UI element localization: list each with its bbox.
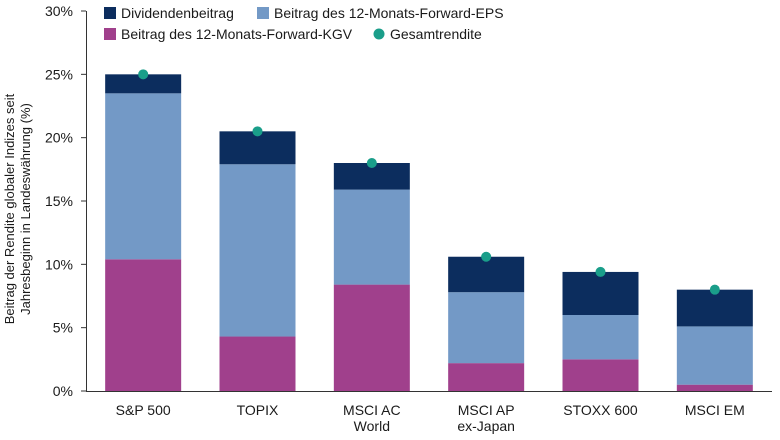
bar-dividend (562, 271, 639, 315)
y-axis-title: Beitrag der Rendite globaler Indizes sei… (2, 93, 33, 324)
bar-eps (562, 315, 639, 360)
x-category-label: ex-Japan (457, 418, 515, 434)
y-axis-title-line: Beitrag der Rendite globaler Indizes sei… (2, 93, 17, 324)
legend-marker-dividend (104, 7, 116, 19)
y-tick-label: 10% (45, 256, 73, 272)
y-tick-label: 20% (45, 130, 73, 146)
x-category-label: STOXX 600 (563, 402, 638, 418)
legend-marker-eps (257, 7, 269, 19)
y-tick-label: 25% (45, 66, 73, 82)
x-category-label: MSCI AC (343, 402, 401, 418)
y-tick-label: 5% (53, 320, 73, 336)
bar-eps (676, 326, 753, 385)
bar-pe (448, 363, 525, 391)
x-category-label: TOPIX (237, 402, 279, 418)
y-axis-title-line: Jahresbeginn in Landeswährung (%) (18, 103, 33, 315)
legend-label: Gesamtrendite (390, 26, 482, 42)
bar-pe (333, 284, 410, 391)
bar-eps (105, 93, 182, 260)
total-return-point (595, 266, 606, 277)
total-return-point (481, 251, 492, 262)
x-category-label: MSCI EM (685, 402, 745, 418)
legend-label: Beitrag des 12-Monats-Forward-EPS (274, 5, 504, 21)
bar-pe (676, 384, 753, 391)
bar-pe (562, 359, 639, 391)
total-return-point (252, 126, 263, 137)
x-category-label: MSCI AP (458, 402, 515, 418)
total-return-point (366, 158, 377, 168)
bar-pe (105, 259, 182, 391)
bar-dividend (676, 289, 753, 327)
bar-dividend (448, 256, 525, 293)
y-tick-label: 0% (53, 383, 73, 399)
x-category-label: S&P 500 (116, 402, 171, 418)
bar-eps (448, 292, 525, 364)
legend-label: Dividendenbeitrag (121, 5, 234, 21)
legend-label: Beitrag des 12-Monats-Forward-KGV (121, 26, 353, 42)
bar-pe (219, 336, 296, 391)
legend-marker-pe (104, 28, 116, 40)
bar-eps (333, 189, 410, 285)
bar-dividend (219, 131, 296, 165)
x-category-label: World (354, 418, 390, 434)
bar-eps (219, 164, 296, 337)
total-return-point (138, 69, 149, 80)
y-tick-label: 15% (45, 193, 73, 209)
y-tick-label: 30% (45, 3, 73, 19)
total-return-point (709, 284, 720, 295)
legend-marker-total (373, 28, 385, 40)
bar-dividend (105, 74, 182, 94)
